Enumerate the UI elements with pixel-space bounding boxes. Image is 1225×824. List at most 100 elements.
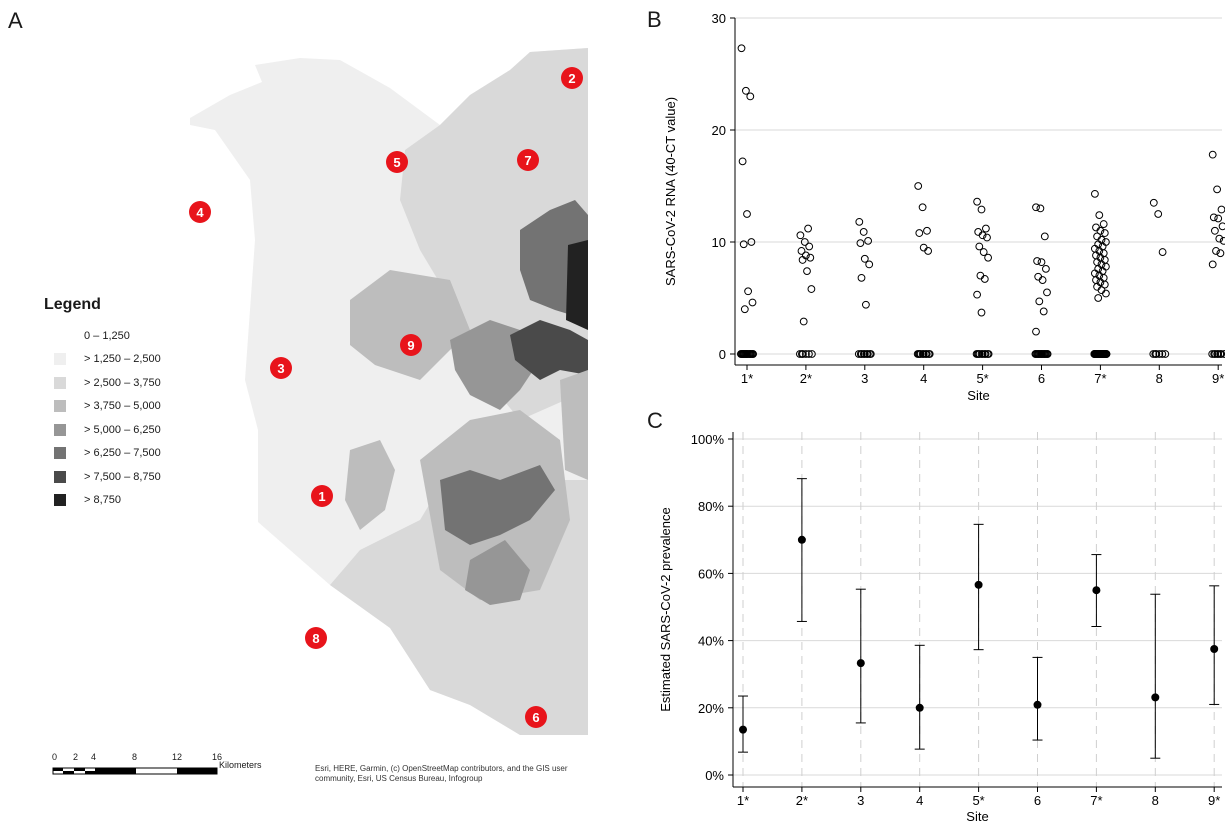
x-tick-label: 2* [796, 793, 808, 808]
x-tick-label: 7* [1094, 371, 1106, 386]
data-point-zero [918, 350, 927, 358]
data-point-zero [802, 350, 810, 358]
site-marker-label: 4 [196, 205, 204, 220]
data-point [806, 253, 815, 262]
data-point [977, 308, 986, 317]
legend-label: > 7,500 – 8,750 [84, 470, 161, 483]
x-tick-label: 9* [1212, 371, 1224, 386]
site-marker-label: 5 [393, 155, 400, 170]
data-point [799, 317, 808, 326]
data-point [973, 197, 981, 206]
data-point [924, 247, 932, 255]
data-point-zero [737, 350, 745, 358]
data-point-zero [796, 350, 804, 358]
data-point-zero [1098, 350, 1107, 358]
estimate-point [1151, 693, 1160, 702]
site-marker-label: 2 [568, 71, 575, 86]
data-point [1092, 223, 1100, 232]
data-point [737, 44, 746, 53]
data-point-zero [1043, 350, 1052, 358]
data-point [915, 229, 924, 237]
site-marker-circle [189, 201, 211, 223]
site-marker-circle [305, 627, 327, 649]
legend-item: > 5,000 – 6,250 [44, 418, 244, 442]
map-region-southwest [345, 440, 395, 530]
data-point [1216, 249, 1225, 258]
site-marker: 6 [525, 706, 547, 728]
data-point-zero [1090, 350, 1099, 358]
data-point [747, 238, 756, 246]
site-marker: 1 [311, 485, 333, 507]
data-point [982, 224, 990, 233]
x-tick-label: 8 [1156, 371, 1163, 386]
map-region-dark-1 [440, 465, 555, 545]
legend-swatch [54, 423, 66, 436]
data-point [1032, 327, 1040, 336]
data-point-zero [977, 350, 986, 358]
legend-swatch [54, 470, 66, 483]
data-point [983, 233, 991, 242]
data-point [1038, 276, 1047, 284]
legend-item: > 2,500 – 3,750 [44, 371, 244, 395]
data-point [1036, 204, 1045, 213]
data-point-zero [1092, 350, 1101, 358]
panel-label-b: B [647, 7, 662, 32]
legend-item: > 7,500 – 8,750 [44, 465, 244, 489]
map-attribution: Esri, HERE, Garmin, (c) OpenStreetMap co… [315, 764, 568, 783]
site-marker-label: 3 [277, 361, 284, 376]
x-tick-label: 4 [920, 371, 927, 386]
data-point [1097, 286, 1106, 295]
y-tick-label: 0 [719, 347, 726, 362]
data-point [796, 231, 805, 240]
site-marker-circle [561, 67, 583, 89]
data-point-zero [1151, 350, 1160, 358]
x-axis-label: Site [966, 809, 988, 824]
legend-label: 0 – 1,250 [84, 329, 130, 342]
legend-title: Legend [44, 296, 101, 313]
data-point [984, 253, 992, 262]
data-point [1215, 234, 1224, 243]
data-point [978, 231, 987, 240]
data-point [1102, 289, 1110, 298]
site-marker-circle [525, 706, 547, 728]
y-tick-label: 20% [698, 701, 724, 716]
data-point [744, 287, 752, 296]
data-point [975, 242, 984, 251]
data-point-zero [859, 350, 868, 358]
data-point [856, 239, 865, 248]
data-point [1149, 198, 1158, 207]
data-point [1100, 229, 1109, 237]
legend-swatch [54, 494, 66, 507]
map-region-west [350, 270, 470, 380]
data-point [918, 203, 927, 212]
x-tick-label: 3 [861, 371, 868, 386]
scale-tick-label: 12 [172, 752, 183, 762]
legend-label: > 5,000 – 6,250 [84, 423, 161, 436]
data-point-zero [742, 350, 750, 358]
scale-tick-label: 0 [52, 752, 58, 762]
estimate-point [797, 535, 806, 544]
data-point [1095, 211, 1104, 220]
data-point-zero [798, 350, 806, 358]
data-point-zero [1040, 350, 1049, 358]
legend-swatch [54, 376, 66, 389]
x-tick-label: 6 [1034, 793, 1041, 808]
site-marker-circle [400, 334, 422, 356]
y-tick-label: 10 [712, 235, 726, 250]
data-point [1091, 189, 1099, 198]
x-tick-label: 7* [1090, 793, 1102, 808]
legend-label: > 3,750 – 5,000 [84, 400, 161, 413]
x-tick-label: 2* [800, 371, 812, 386]
data-point [1099, 220, 1108, 228]
x-tick-label: 8 [1152, 793, 1159, 808]
data-point [1218, 222, 1225, 231]
data-point-zero [1216, 350, 1225, 358]
legend-item: > 6,250 – 7,500 [44, 442, 244, 466]
data-point [862, 300, 870, 309]
estimate-point [1092, 586, 1101, 595]
data-point [1154, 210, 1163, 218]
site-marker: 4 [189, 201, 211, 223]
estimate-point [915, 703, 924, 712]
data-point [1096, 226, 1105, 235]
scale-tick-label: 4 [91, 752, 97, 762]
